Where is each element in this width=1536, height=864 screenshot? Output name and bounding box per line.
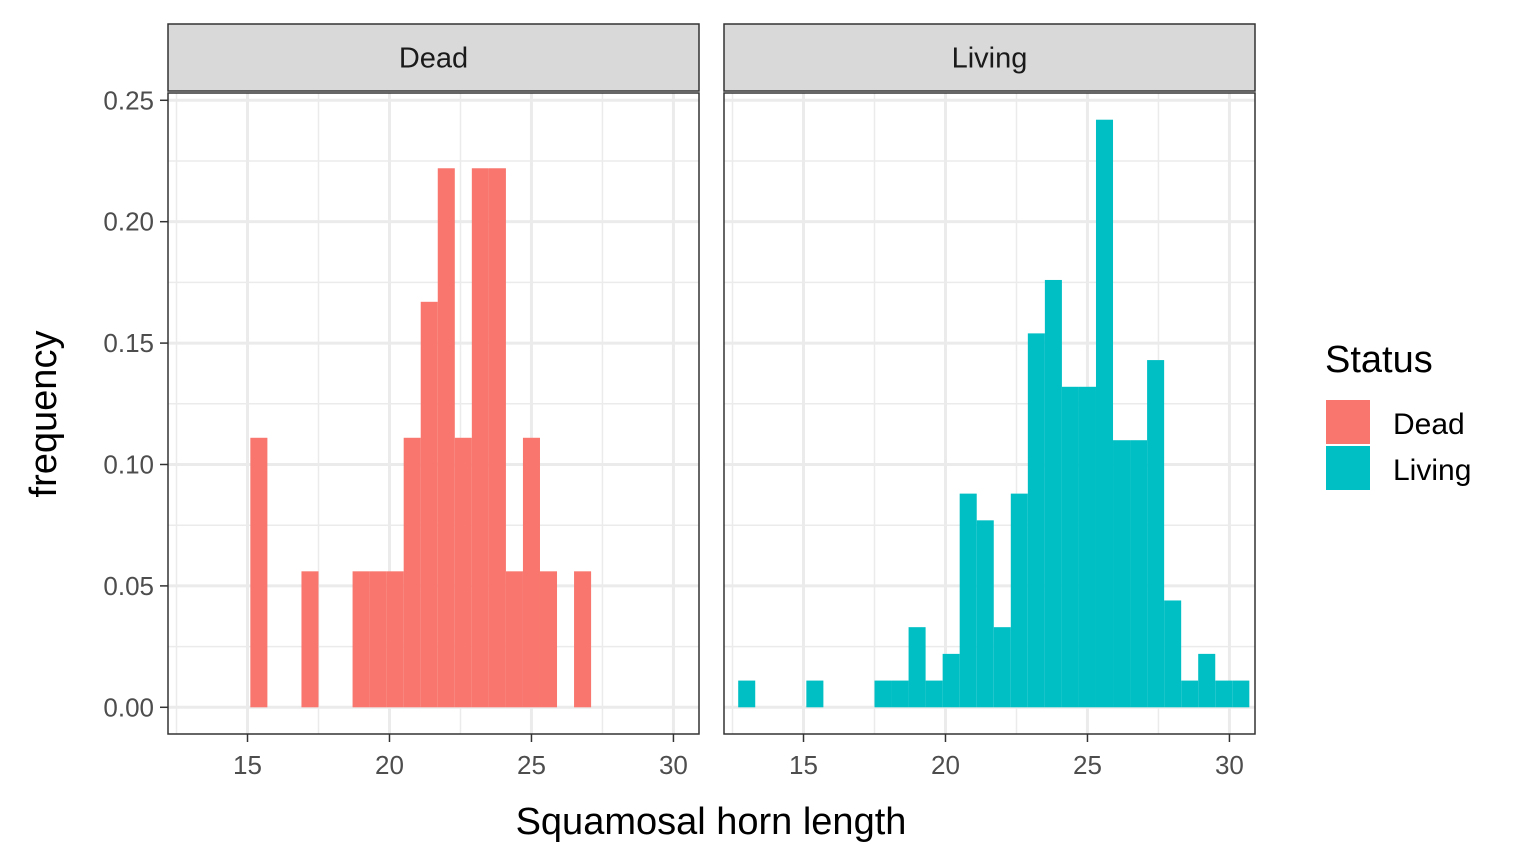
facet-panels: Dead 15 20 25 30 Living 15 20 25 30 bbox=[167, 23, 1256, 780]
y-tick-label: 0.25 bbox=[103, 85, 154, 115]
histogram-bar bbox=[738, 680, 756, 708]
histogram-bar bbox=[1164, 600, 1182, 708]
y-tick-label: 0.10 bbox=[103, 449, 154, 479]
histogram-bar bbox=[386, 571, 404, 708]
histogram-bar bbox=[993, 627, 1011, 708]
x-axis-title: Squamosal horn length bbox=[516, 801, 907, 843]
histogram-bar bbox=[1113, 440, 1131, 708]
histogram-bar bbox=[1078, 386, 1096, 708]
histogram-bar bbox=[369, 571, 387, 708]
facet-living: Living 15 20 25 30 bbox=[723, 23, 1256, 780]
legend-items: Dead Living bbox=[1326, 400, 1471, 490]
facet-strip bbox=[167, 23, 700, 92]
legend-key-living bbox=[1326, 446, 1370, 490]
histogram-bar bbox=[1061, 386, 1079, 708]
y-axis: 0.00 0.05 0.10 0.15 0.20 0.25 bbox=[103, 85, 168, 722]
histogram-bar bbox=[1215, 680, 1233, 708]
legend: Status Dead Living bbox=[1325, 339, 1471, 490]
histogram-bar bbox=[488, 168, 506, 708]
x-tick-label: 30 bbox=[1215, 750, 1244, 780]
panel-border bbox=[167, 92, 700, 735]
histogram-bar bbox=[539, 571, 558, 708]
x-tick-label: 25 bbox=[1073, 750, 1102, 780]
histogram-bar bbox=[891, 680, 909, 708]
histogram-bar bbox=[1044, 279, 1062, 708]
y-tick-label: 0.15 bbox=[103, 328, 154, 358]
histogram-bar bbox=[959, 493, 977, 708]
legend-key-dead bbox=[1326, 400, 1370, 444]
histogram-bar bbox=[1232, 680, 1250, 708]
facet-strip-label: Living bbox=[952, 43, 1028, 75]
y-axis-title: frequency bbox=[23, 331, 65, 498]
panel-border bbox=[723, 92, 1256, 735]
legend-title: Status bbox=[1325, 339, 1433, 381]
x-tick-label: 20 bbox=[931, 750, 960, 780]
histogram-bar bbox=[976, 520, 994, 708]
histogram-bar bbox=[454, 437, 472, 708]
histogram-bar bbox=[942, 653, 960, 708]
histogram-bar bbox=[908, 627, 926, 708]
facet-strip-label: Dead bbox=[399, 43, 468, 75]
histogram-bar bbox=[1130, 440, 1148, 708]
x-tick-label: 30 bbox=[659, 750, 688, 780]
histogram-bar bbox=[505, 571, 523, 708]
x-tick-label: 15 bbox=[789, 750, 818, 780]
legend-label-dead: Dead bbox=[1393, 408, 1465, 441]
y-tick-label: 0.20 bbox=[103, 207, 154, 237]
x-tick-label: 20 bbox=[375, 750, 404, 780]
histogram-bar bbox=[925, 680, 943, 708]
histogram-bar bbox=[874, 680, 892, 708]
histogram-bar bbox=[1147, 360, 1165, 708]
x-tick-label: 25 bbox=[517, 750, 546, 780]
histogram-bar bbox=[1095, 119, 1114, 708]
histogram-bar bbox=[806, 680, 824, 708]
histogram-bar bbox=[420, 301, 438, 708]
legend-label-living: Living bbox=[1393, 454, 1471, 487]
facet-strip bbox=[723, 23, 1256, 92]
histogram-bar bbox=[574, 571, 592, 708]
facet-dead: Dead 15 20 25 30 bbox=[167, 23, 700, 780]
histogram-bar bbox=[301, 571, 319, 708]
histogram-bar bbox=[352, 571, 370, 708]
histogram-bar bbox=[1010, 493, 1028, 708]
histogram-bar bbox=[1198, 653, 1216, 708]
y-tick-label: 0.05 bbox=[103, 571, 154, 601]
x-tick-label: 15 bbox=[233, 750, 262, 780]
histogram-bar bbox=[1027, 333, 1045, 708]
histogram-bar bbox=[403, 437, 421, 708]
histogram-bar bbox=[250, 437, 268, 708]
histogram-bar bbox=[471, 168, 489, 708]
histogram-bar bbox=[437, 168, 455, 708]
histogram-bar bbox=[1181, 680, 1199, 708]
histogram-bar bbox=[522, 437, 540, 708]
y-tick-label: 0.00 bbox=[103, 692, 154, 722]
